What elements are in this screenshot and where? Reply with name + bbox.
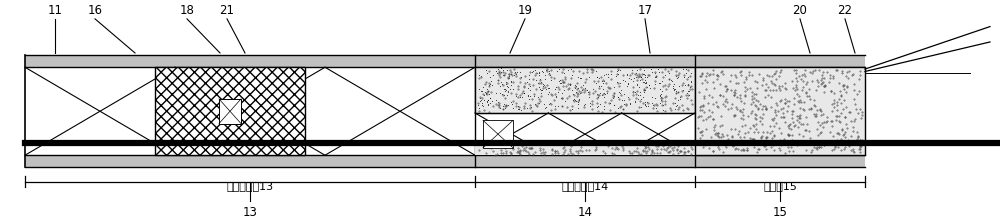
Text: 15: 15 [773,206,787,219]
Text: 11: 11 [48,4,62,17]
Text: 21: 21 [220,4,234,17]
Bar [475,67,695,113]
Text: 16: 16 [88,4,103,17]
Text: 19: 19 [518,4,532,17]
Text: 正常装药全13: 正常装药全13 [226,181,274,191]
Text: 减弱装药全14: 减弱装药全14 [561,181,609,191]
Bar [483,120,513,148]
Bar [695,67,865,155]
Bar [219,99,241,124]
Bar [25,55,865,67]
Text: 14: 14 [578,206,592,219]
Bar [155,67,305,155]
Bar [475,145,695,155]
Text: 13: 13 [243,206,257,219]
Text: 20: 20 [793,4,807,17]
Text: 18: 18 [180,4,194,17]
Text: 堵塞全15: 堵塞全15 [763,181,797,191]
Text: 17: 17 [638,4,652,17]
Bar [25,155,865,167]
Text: 22: 22 [838,4,852,17]
